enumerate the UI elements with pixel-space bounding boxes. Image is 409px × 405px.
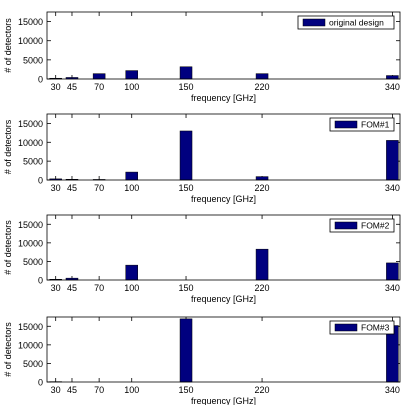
bar-220 [255,73,269,80]
x-tick-label: 220 [255,385,270,395]
legend-label: FOM#2 [361,221,390,231]
x-tick-label: 100 [124,82,139,92]
plot-frame [46,214,401,281]
x-axis-label: frequency [GHz] [191,396,256,405]
bar-340 [386,75,399,80]
x-tick-label: 220 [255,183,270,193]
legend: FOM#2 [329,218,395,233]
y-axis-label: # of detectors [3,322,13,377]
y-tick-label: 5000 [23,55,43,65]
x-tick-label: 45 [67,385,77,395]
chart-panel-4: 0 5000 10000 15000 30 45 70 100 150 220 340 frequen… [3,316,401,405]
bar-100 [125,70,138,80]
x-tick-label: 220 [255,82,270,92]
chart-panel-2: 0 5000 10000 15000 30 45 70 100 150 220 340 frequen… [3,113,401,204]
x-tick-label: 220 [255,283,270,293]
chart-panel-1: 0 5000 10000 15000 30 45 70 100 150 220 340 frequen… [3,11,401,103]
x-tick-label: 100 [124,385,139,395]
y-tick-label: 15000 [18,119,43,129]
y-tick-label: 5000 [23,359,43,369]
x-tick-label: 340 [385,183,400,193]
legend-label: FOM#1 [361,120,390,130]
bar-150 [179,130,193,181]
x-tick-label: 150 [179,283,194,293]
x-axis-label: frequency [GHz] [191,194,256,204]
plot-frame [46,11,401,80]
y-tick-label: 0 [38,378,43,388]
y-tick-label: 10000 [18,340,43,350]
plot-frame [46,316,401,383]
y-axis-label: # of detectors [3,18,13,73]
legend: original design [297,15,395,30]
legend: FOM#3 [329,320,395,335]
bar-150 [179,66,193,80]
y-tick-label: 0 [38,75,43,85]
x-tick-label: 30 [51,283,61,293]
x-tick-label: 30 [51,385,61,395]
x-tick-label: 340 [385,82,400,92]
bar-220 [255,248,269,281]
x-tick-label: 70 [94,283,104,293]
legend-swatch [334,323,358,332]
x-tick-label: 30 [51,183,61,193]
x-tick-label: 70 [94,385,104,395]
bar-340 [386,262,399,281]
bar-100 [125,264,138,281]
x-tick-label: 45 [67,183,77,193]
legend: FOM#1 [329,117,395,132]
bar-220 [255,176,269,181]
x-tick-label: 100 [124,283,139,293]
legend-swatch [302,18,326,27]
legend-label: original design [329,18,384,28]
x-tick-label: 150 [179,385,194,395]
x-tick-label: 45 [67,283,77,293]
y-tick-label: 15000 [18,220,43,230]
legend-swatch [334,221,358,230]
y-tick-label: 5000 [23,157,43,167]
y-axis-label: # of detectors [3,220,13,275]
x-tick-label: 150 [179,82,194,92]
y-tick-label: 15000 [18,17,43,27]
bar-340 [386,140,399,181]
legend-swatch [334,120,358,129]
x-tick-label: 70 [94,183,104,193]
x-tick-label: 70 [94,82,104,92]
bar-150 [179,318,193,383]
legend-label: FOM#3 [361,323,390,333]
y-tick-label: 10000 [18,138,43,148]
y-tick-label: 0 [38,176,43,186]
x-axis-label: frequency [GHz] [191,93,256,103]
y-tick-label: 10000 [18,36,43,46]
x-tick-label: 340 [385,283,400,293]
bar-100 [125,171,138,181]
x-tick-label: 150 [179,183,194,193]
y-axis-label: # of detectors [3,119,13,174]
x-tick-label: 45 [67,82,77,92]
bar-70 [92,73,106,80]
chart-panel-3: 0 5000 10000 15000 30 45 70 100 150 220 340 frequen… [3,214,401,304]
x-tick-label: 100 [124,183,139,193]
x-axis-label: frequency [GHz] [191,294,256,304]
y-tick-label: 10000 [18,238,43,248]
x-tick-label: 340 [385,385,400,395]
y-tick-label: 15000 [18,322,43,332]
y-tick-label: 0 [38,276,43,286]
plot-frame [46,113,401,181]
x-tick-label: 30 [51,82,61,92]
y-tick-label: 5000 [23,257,43,267]
